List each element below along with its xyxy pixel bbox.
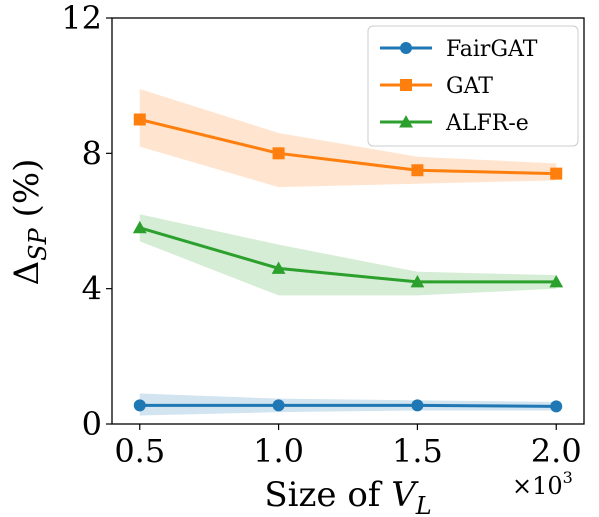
marker-circle [411, 399, 424, 412]
y-tick-label: 12 [61, 0, 102, 37]
marker-square [133, 113, 146, 126]
series-lines [139, 118, 557, 408]
marker-circle [550, 400, 563, 413]
line-fairgat [139, 403, 557, 408]
legend: FairGAT GAT ALFR-e [367, 25, 579, 147]
marker-triangle [549, 275, 564, 288]
line-gat [139, 118, 557, 176]
marker-square [272, 147, 285, 160]
x-tick-label: 2.0 [531, 432, 582, 470]
series-markers [132, 113, 564, 413]
legend-label: ALFR-e [445, 111, 529, 136]
legend-box [367, 25, 579, 147]
marker-triangle [410, 275, 425, 288]
band-gat [139, 89, 557, 188]
line-alfr-e [139, 226, 557, 284]
y-axis-title: ΔSP (%) [7, 159, 52, 286]
marker-triangle [271, 261, 286, 274]
x-axis-ticks: 0.5 1.0 1.5 2.0 [114, 424, 582, 470]
marker-square [550, 167, 563, 180]
marker-triangle [399, 115, 413, 128]
marker-square [400, 79, 412, 91]
y-tick-label: 8 [82, 134, 102, 172]
marker-triangle [132, 220, 147, 234]
marker-circle [272, 399, 285, 412]
legend-label: GAT [446, 74, 493, 99]
x-tick-label: 0.5 [114, 432, 165, 470]
legend-label: FairGAT [446, 37, 538, 62]
y-tick-label: 0 [82, 405, 102, 443]
x-tick-label: 1.0 [253, 432, 304, 470]
marker-circle [400, 42, 412, 54]
y-axis-ticks: 0 4 8 12 [61, 0, 112, 443]
plot-frame [111, 17, 585, 425]
marker-circle [133, 399, 146, 412]
band-alfr-e [139, 214, 557, 296]
x-axis-multiplier: ×103 [512, 468, 573, 500]
marker-square [411, 164, 424, 177]
x-tick-label: 1.5 [392, 432, 443, 470]
x-axis-title: Size of VL [264, 475, 431, 517]
y-tick-label: 4 [82, 270, 102, 308]
